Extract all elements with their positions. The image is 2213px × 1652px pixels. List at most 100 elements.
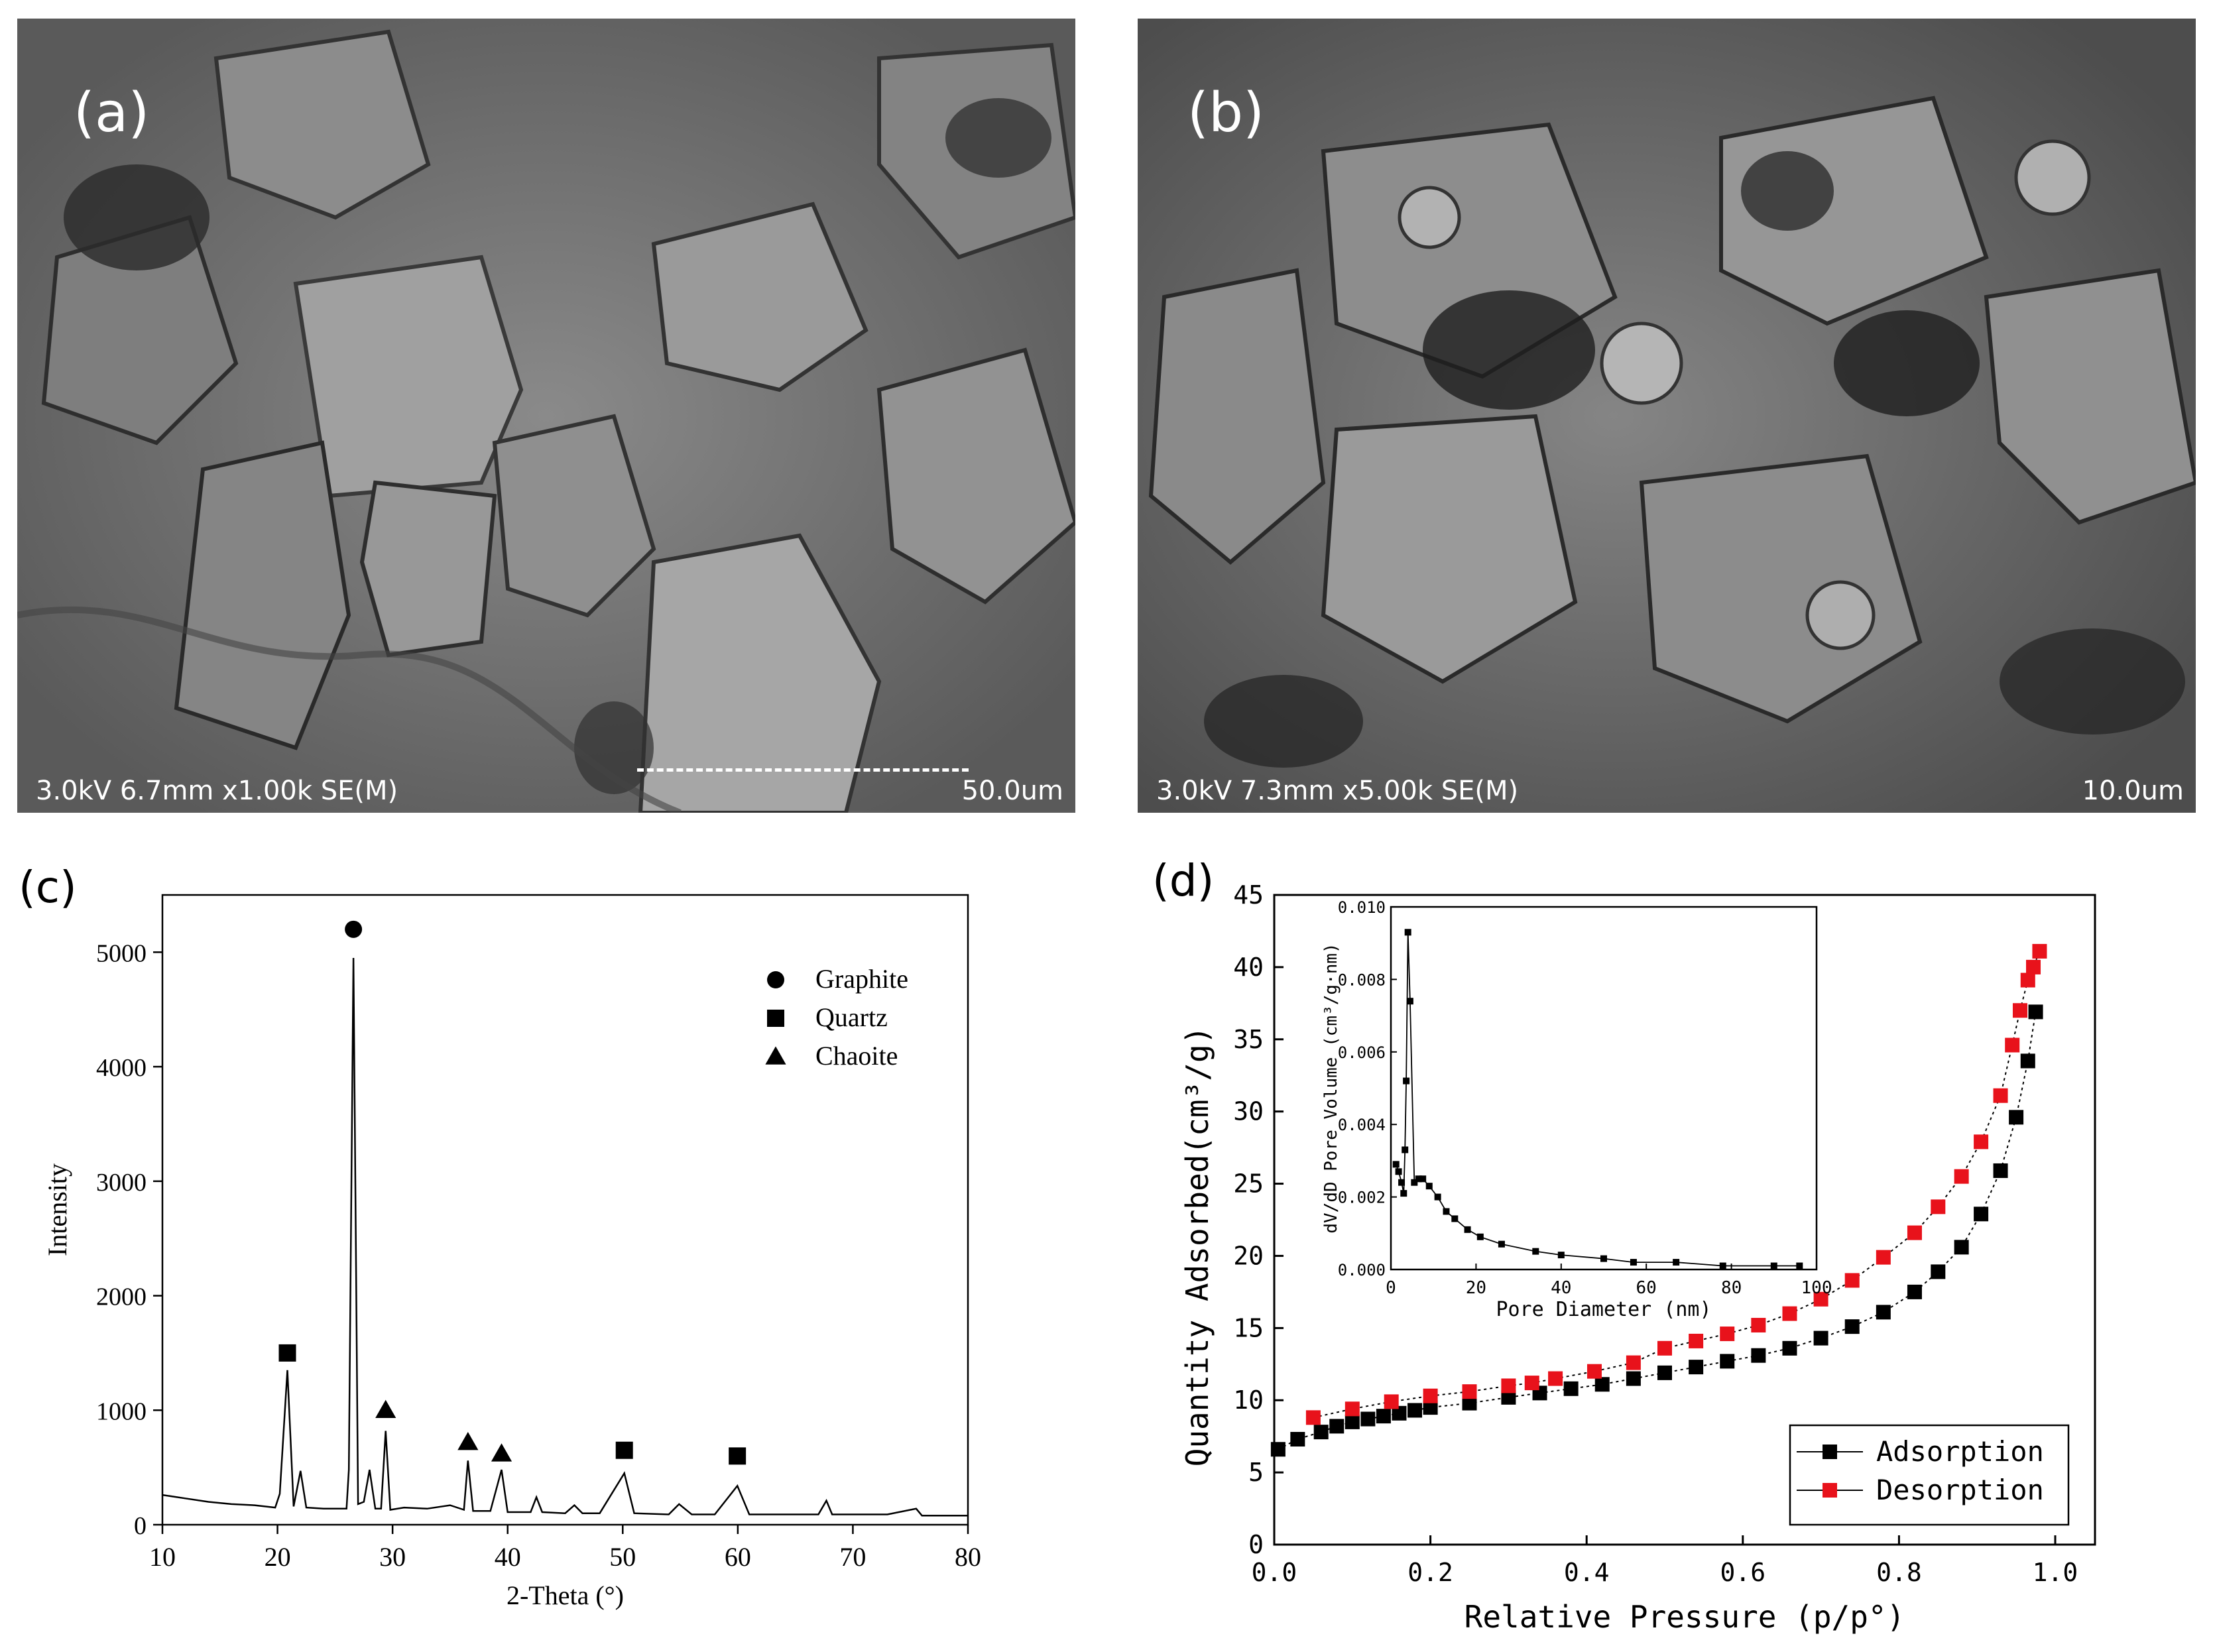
xrd-peak-marker-square [615, 1441, 633, 1459]
isotherm-point-adsorption [1974, 1207, 1989, 1222]
isotherm-x-tick-label: 0.0 [1252, 1558, 1297, 1587]
isotherm-point-desorption [1689, 1333, 1704, 1348]
isotherm-point-adsorption [1501, 1389, 1516, 1405]
isotherm-point-adsorption [1290, 1432, 1305, 1447]
isotherm-legend-marker-adsorption [1823, 1445, 1837, 1459]
isotherm-point-adsorption [2020, 1053, 2035, 1069]
scale-label-a: 50.0um [961, 776, 1063, 806]
sem-info-b: 3.0kV 7.3mm x5.00k SE(M) [1156, 776, 1519, 806]
isotherm-point-desorption [1782, 1306, 1797, 1321]
isotherm-y-axis-label: Quantity Adsorbed(cm³/g) [1179, 1026, 1215, 1467]
scale-bar-a [637, 756, 969, 772]
inset-x-tick-label: 60 [1636, 1278, 1657, 1298]
xrd-legend-marker-square [767, 1010, 784, 1027]
isotherm-point-desorption [1305, 1410, 1321, 1425]
xrd-y-tick-label: 3000 [96, 1169, 147, 1197]
panel-label-b: (b) [1187, 82, 1265, 145]
panel-label-d: (d) [1152, 855, 1215, 906]
isotherm-chart: 0.0 0.2 0.4 0.6 0.8 1.0 0 5 10 15 20 25 30 35 40 45 0 20… [1179, 880, 2096, 1635]
inset-pore-point [1419, 1175, 1427, 1183]
isotherm-y-tick-label: 40 [1233, 953, 1264, 982]
xrd-x-tick-label: 50 [609, 1542, 636, 1572]
isotherm-y-tick-label: 45 [1233, 880, 1264, 910]
inset-pore-point [1600, 1255, 1607, 1262]
inset-plot-frame [1390, 906, 1818, 1271]
isotherm-point-desorption [1626, 1355, 1641, 1370]
isotherm-point-adsorption [1563, 1381, 1579, 1396]
xrd-pattern-line [162, 957, 968, 1517]
isotherm-x-axis-label: Relative Pressure (p/p°) [1465, 1599, 1905, 1635]
isotherm-point-adsorption [1657, 1365, 1672, 1380]
inset-pore-point [1796, 1262, 1803, 1269]
isotherm-point-adsorption [1876, 1305, 1891, 1320]
inset-y-tick-label: 0.002 [1338, 1189, 1386, 1207]
isotherm-legend-label: Adsorption [1876, 1435, 2044, 1468]
isotherm-point-adsorption [1813, 1330, 1828, 1346]
isotherm-point-adsorption [1345, 1414, 1360, 1429]
isotherm-y-tick-label: 0 [1248, 1530, 1264, 1559]
inset-x-tick-label: 40 [1551, 1278, 1571, 1298]
xrd-x-tick-label: 80 [955, 1542, 981, 1572]
xrd-y-tick-label: 0 [134, 1512, 147, 1540]
isotherm-point-desorption [1844, 1273, 1860, 1288]
inset-pore-point [1532, 1248, 1539, 1255]
isotherm-y-tick-label: 30 [1233, 1097, 1264, 1126]
isotherm-point-desorption [1751, 1317, 1766, 1332]
xrd-legend-marker-triangle [765, 1046, 786, 1065]
xrd-y-tick-label: 4000 [96, 1054, 147, 1082]
isotherm-point-adsorption [1462, 1395, 1477, 1411]
inset-pore-point [1425, 1183, 1433, 1190]
scale-label-b: 10.0um [2082, 776, 2184, 806]
inset-y-tick-label: 0.004 [1338, 1116, 1386, 1134]
inset-pore-point [1498, 1240, 1505, 1248]
isotherm-point-desorption [1524, 1376, 1539, 1391]
isotherm-point-adsorption [1782, 1340, 1797, 1356]
isotherm-legend-box [1789, 1424, 2070, 1526]
inset-pore-line [1395, 932, 1800, 1267]
isotherm-point-adsorption [1270, 1442, 1286, 1457]
isotherm-y-tick-label: 20 [1233, 1241, 1264, 1270]
inset-pore-point [1402, 1146, 1409, 1153]
inset-pore-point [1415, 1175, 1422, 1183]
inset-pore-point [1630, 1259, 1637, 1266]
inset-pore-point [1392, 1161, 1400, 1168]
isotherm-y-tick-label: 25 [1233, 1169, 1264, 1199]
isotherm-point-adsorption [1392, 1405, 1407, 1421]
xrd-peak-marker-triangle [457, 1432, 479, 1450]
inset-pore-point [1673, 1259, 1680, 1266]
xrd-x-tick-label: 30 [379, 1542, 406, 1572]
xrd-x-axis-label: 2-Theta (°) [507, 1580, 624, 1610]
xrd-peak-marker-triangle [491, 1443, 512, 1462]
isotherm-y-tick-label: 10 [1233, 1386, 1264, 1415]
isotherm-point-desorption [1931, 1199, 1946, 1214]
isotherm-point-desorption [2012, 1003, 2027, 1018]
inset-pore-point [1476, 1233, 1484, 1240]
isotherm-legend-marker-desorption [1823, 1483, 1837, 1498]
sem-texture-a [17, 19, 1075, 813]
inset-y-axis-label: dV/dD Pore Volume (cm³/g·nm) [1321, 943, 1341, 1233]
inset-pore-point [1411, 1179, 1418, 1186]
isotherm-point-desorption [1423, 1388, 1438, 1403]
isotherm-point-desorption [1907, 1225, 1922, 1240]
inset-pore-point [1403, 1077, 1410, 1085]
sem-image-a: (a) 3.0kV 6.7mm x1.00k SE(M) 50.0um [17, 19, 1075, 813]
inset-y-tick-label: 0.010 [1338, 898, 1386, 917]
isotherm-point-desorption [1813, 1291, 1828, 1307]
isotherm-point-adsorption [1313, 1425, 1329, 1440]
inset-pore-point [1443, 1208, 1450, 1215]
isotherm-plot-frame [1273, 894, 2096, 1546]
isotherm-x-tick-label: 0.8 [1876, 1558, 1922, 1587]
isotherm-x-tick-label: 0.2 [1407, 1558, 1453, 1587]
xrd-x-tick-label: 20 [265, 1542, 291, 1572]
isotherm-y-tick-label: 15 [1233, 1313, 1264, 1342]
inset-y-tick-label: 0.000 [1338, 1261, 1386, 1279]
isotherm-point-adsorption [1844, 1319, 1860, 1334]
inset-pore-point [1400, 1190, 1407, 1197]
isotherm-point-adsorption [1689, 1360, 1704, 1375]
xrd-legend-marker-circle [767, 971, 784, 988]
isotherm-point-desorption [1345, 1401, 1360, 1417]
xrd-y-tick-label: 1000 [96, 1397, 147, 1425]
panel-label-a: (a) [74, 82, 150, 145]
xrd-x-tick-label: 60 [725, 1542, 751, 1572]
isotherm-point-desorption [2032, 943, 2047, 959]
